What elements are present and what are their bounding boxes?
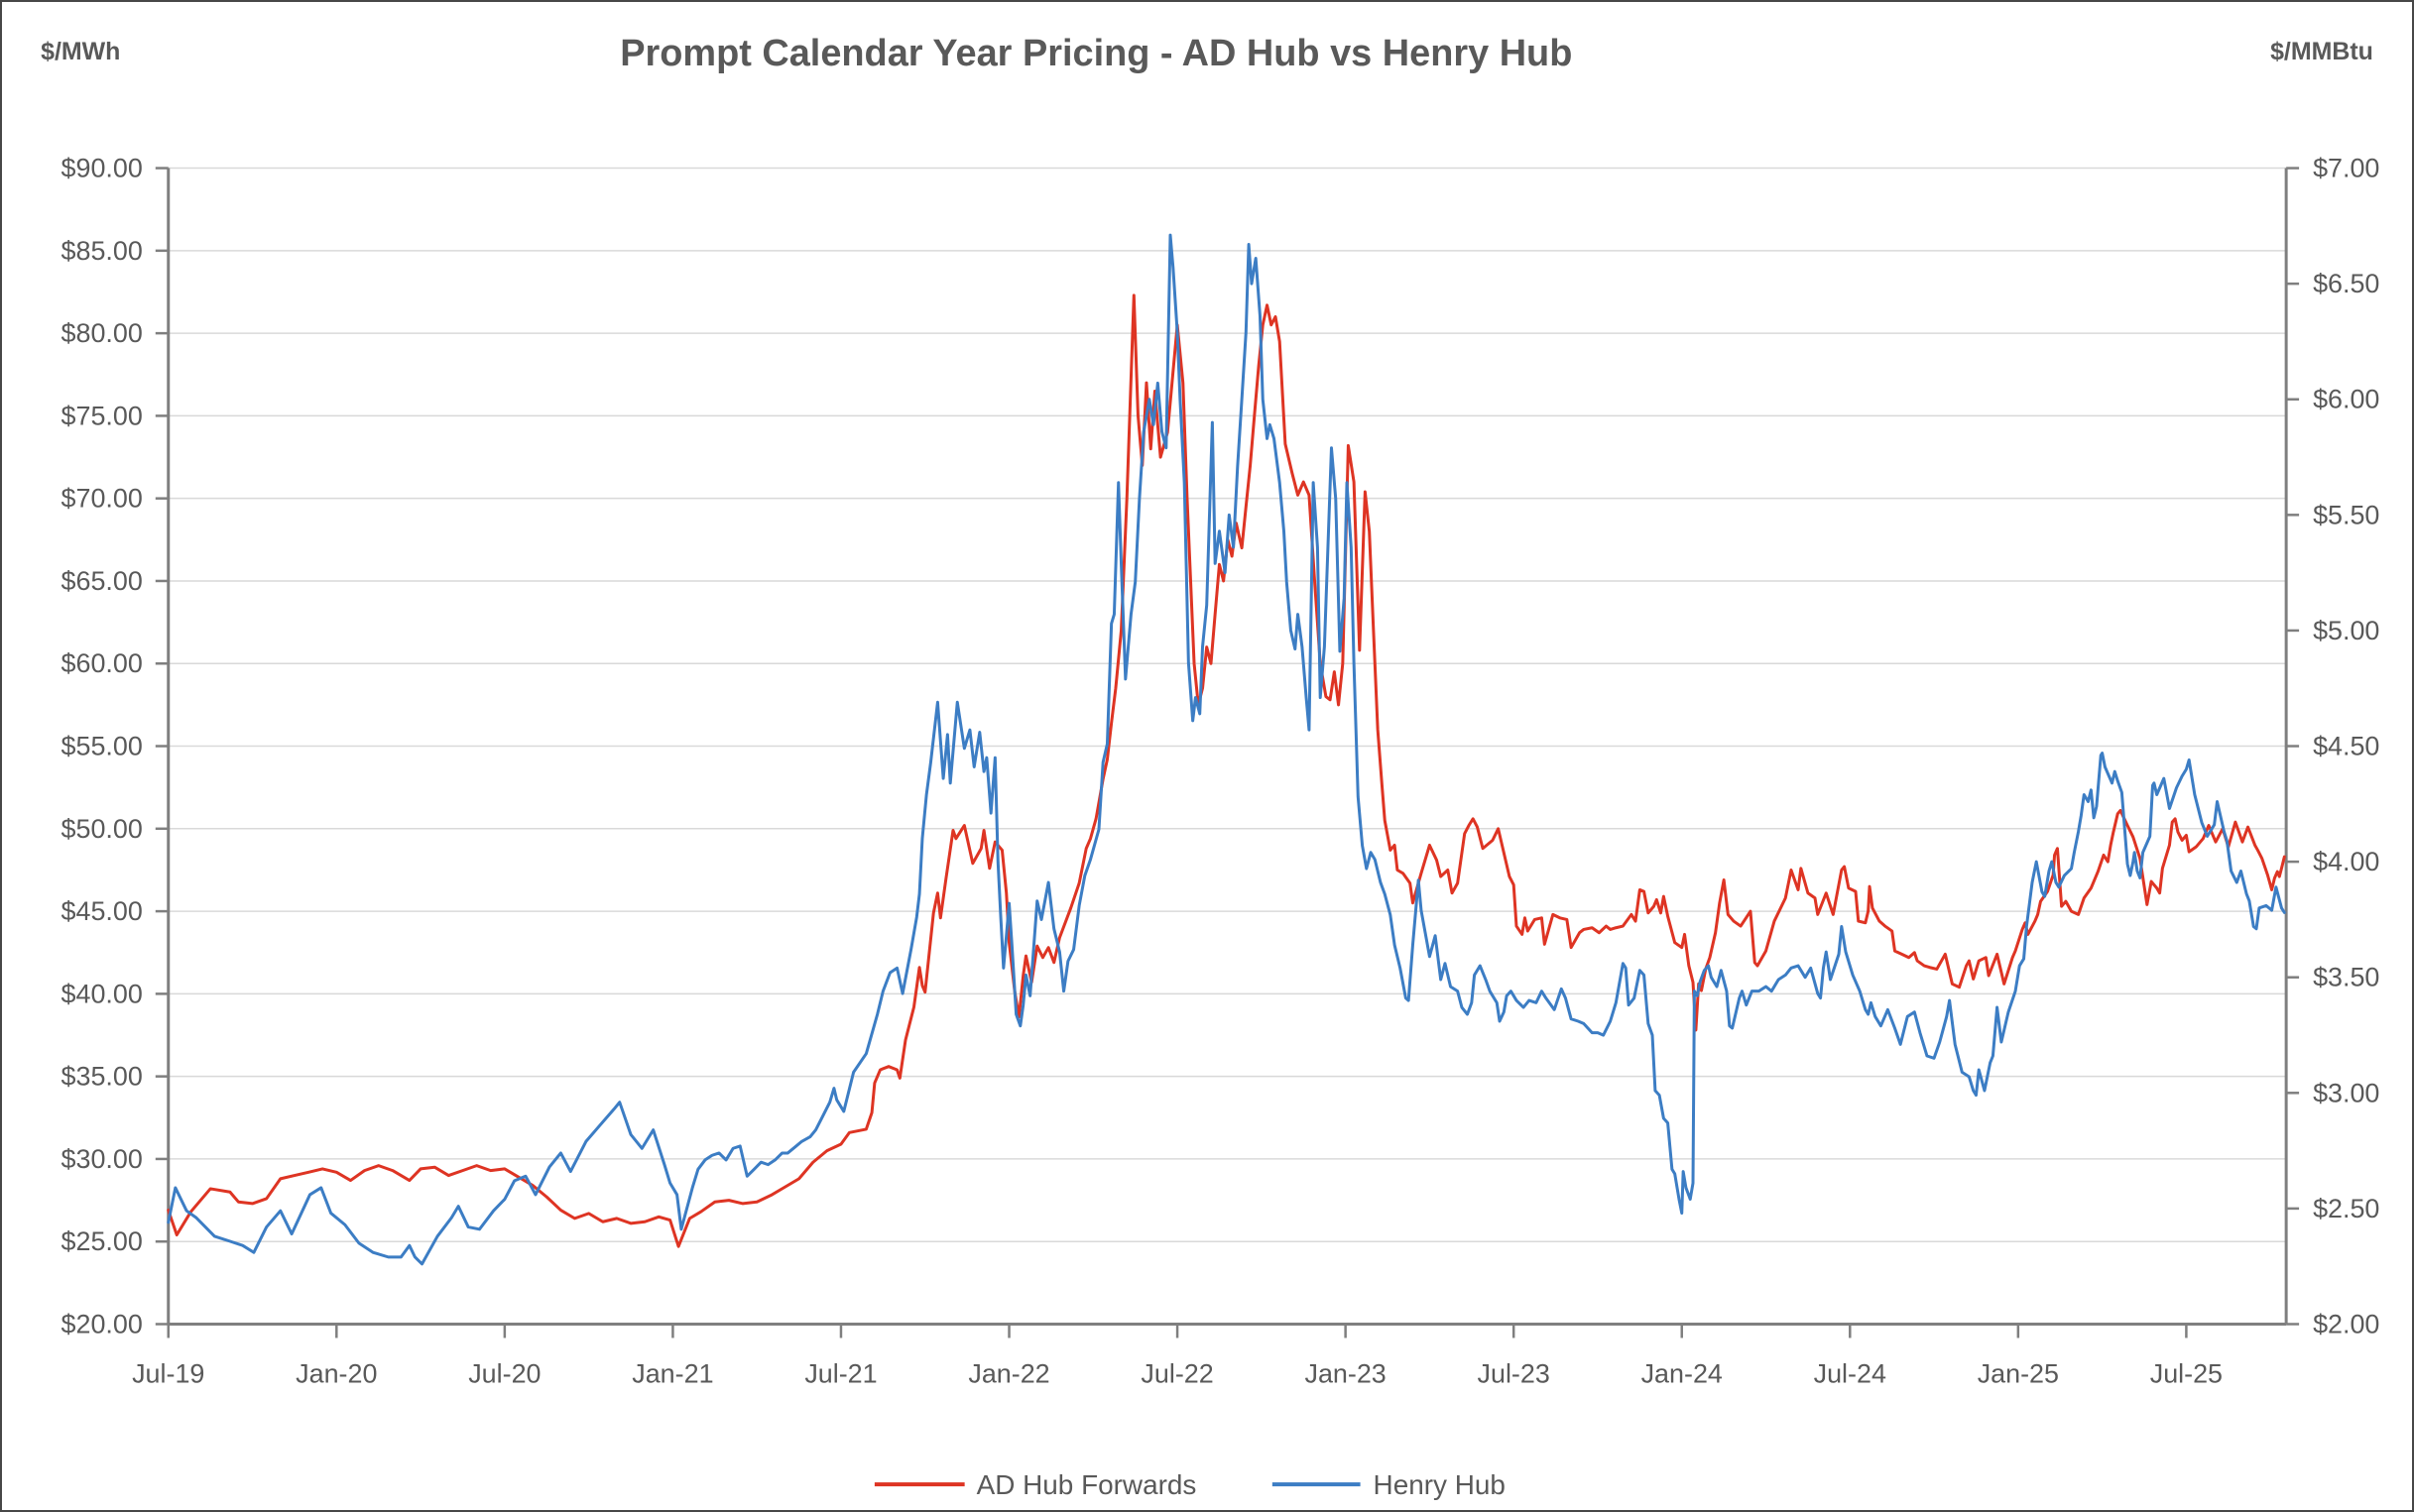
series-line-ad-hub-forwards xyxy=(167,293,2286,1248)
x-axis-tick-label: Jan-20 xyxy=(296,1358,377,1388)
left-axis-tick-label: $25.00 xyxy=(61,1226,143,1256)
gridlines-group xyxy=(168,167,2287,1326)
left-axis-unit-label: $/MWh xyxy=(41,38,120,65)
right-axis-tick-label: $6.50 xyxy=(2313,269,2379,298)
x-axis-tick-label: Jan-24 xyxy=(1641,1358,1723,1388)
left-axis-tick-label: $40.00 xyxy=(61,979,143,1008)
series-line-henry-hub xyxy=(167,233,2286,1266)
x-axis-tick-label: Jan-21 xyxy=(632,1358,713,1388)
left-axis-tick-label: $90.00 xyxy=(61,154,143,183)
right-axis-tick-label: $2.00 xyxy=(2313,1309,2379,1338)
right-axis-tick-label: $4.50 xyxy=(2313,732,2379,761)
x-axis-tick-label: Jul-20 xyxy=(468,1358,541,1388)
left-axis-tick-label: $70.00 xyxy=(61,484,143,514)
chart-title: Prompt Calendar Year Pricing - AD Hub vs… xyxy=(620,33,1572,74)
right-axis-unit-label: $/MMBtu xyxy=(2270,38,2373,65)
x-axis-tick-label: Jul-24 xyxy=(1814,1358,1886,1388)
left-axis-tick-label: $50.00 xyxy=(61,814,143,844)
right-axis-tick-label: $3.50 xyxy=(2313,963,2379,992)
x-axis-tick-label: Jul-22 xyxy=(1141,1358,1213,1388)
left-axis-tick-label: $75.00 xyxy=(61,401,143,430)
right-axis-tick-label: $6.00 xyxy=(2313,385,2379,414)
legend-label-ad-hub-forwards: AD Hub Forwards xyxy=(977,1469,1197,1500)
series-group xyxy=(167,233,2286,1266)
axes-group xyxy=(155,167,2300,1338)
right-axis-tick-label: $4.00 xyxy=(2313,847,2379,876)
right-axis-tick-label: $5.50 xyxy=(2313,500,2379,529)
axis-labels-group: $90.00 $85.00 $80.00 $75.00 $70.00 $65.00 $60.… xyxy=(61,154,2380,1389)
left-axis-tick-label: $65.00 xyxy=(61,566,143,596)
left-axis-tick-label: $35.00 xyxy=(61,1062,143,1092)
x-axis-tick-label: Jul-23 xyxy=(1478,1358,1550,1388)
left-axis-tick-label: $80.00 xyxy=(61,318,143,348)
left-axis-tick-label: $85.00 xyxy=(61,236,143,266)
left-axis-tick-label: $60.00 xyxy=(61,648,143,678)
legend: AD Hub Forwards Henry Hub xyxy=(874,1469,1506,1500)
x-axis-tick-label: Jul-19 xyxy=(132,1358,204,1388)
legend-label-henry-hub: Henry Hub xyxy=(1374,1469,1506,1500)
x-axis-tick-label: Jan-25 xyxy=(1978,1358,2059,1388)
left-axis-tick-label: $20.00 xyxy=(61,1309,143,1338)
right-axis-tick-label: $2.50 xyxy=(2313,1194,2379,1223)
x-axis-tick-label: Jan-23 xyxy=(1304,1358,1386,1388)
x-axis-tick-label: Jan-22 xyxy=(968,1358,1049,1388)
left-axis-tick-label: $45.00 xyxy=(61,896,143,926)
left-axis-tick-label: $55.00 xyxy=(61,732,143,761)
right-axis-tick-label: $5.00 xyxy=(2313,616,2379,645)
right-axis-tick-label: $7.00 xyxy=(2313,154,2379,183)
x-axis-tick-label: Jul-25 xyxy=(2150,1358,2223,1388)
x-axis-tick-label: Jul-21 xyxy=(804,1358,877,1388)
left-axis-tick-label: $30.00 xyxy=(61,1144,143,1174)
right-axis-tick-label: $3.00 xyxy=(2313,1078,2379,1107)
